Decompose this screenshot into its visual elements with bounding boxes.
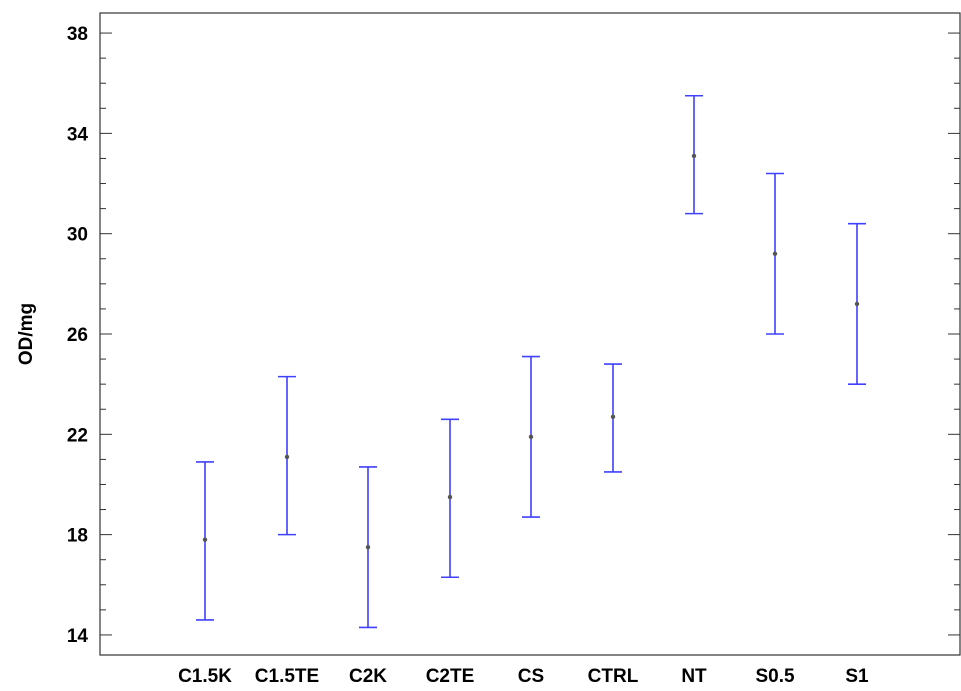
x-tick-label: S1 xyxy=(845,666,869,687)
x-tick-label: NT xyxy=(681,666,707,687)
x-axis: C1.5K C1.5TE C2K C2TE CS CTRL NT S0.5 S1 xyxy=(178,666,869,687)
x-tick-label: S0.5 xyxy=(755,666,795,687)
mean-point xyxy=(772,251,778,256)
x-tick-label: CTRL xyxy=(588,666,639,687)
error-bars xyxy=(196,94,866,629)
error-bar-s0-5 xyxy=(766,172,784,335)
mean-point xyxy=(610,414,616,419)
mean-point xyxy=(691,153,697,159)
x-tick-label: C1.5TE xyxy=(255,666,319,687)
y-axis-title: OD/mg xyxy=(16,303,37,365)
y-tick-label: 34 xyxy=(67,124,89,145)
x-tick-label: C1.5K xyxy=(178,666,232,687)
x-tick-label: C2K xyxy=(349,666,387,687)
mean-point xyxy=(854,301,860,307)
y-tick-label: 30 xyxy=(67,225,88,246)
error-bar-c1-5k xyxy=(196,461,214,621)
mean-point xyxy=(365,544,371,550)
mean-point xyxy=(528,434,534,440)
error-bar-ctrl xyxy=(604,363,622,473)
y-tick-label: 22 xyxy=(67,425,88,446)
y-tick-label: 18 xyxy=(67,526,88,547)
mean-point xyxy=(447,494,453,500)
y-tick-label: 26 xyxy=(67,325,88,346)
x-tick-label: C2TE xyxy=(426,666,475,687)
mean-point xyxy=(202,537,208,542)
error-bar-c2k xyxy=(359,466,377,629)
error-bar-s1 xyxy=(848,222,866,385)
error-bar-c1-5te xyxy=(278,375,296,536)
error-bar-c2te xyxy=(441,418,459,579)
y-tick-label: 38 xyxy=(67,24,88,45)
mean-point xyxy=(284,454,290,460)
y-tick-label: 14 xyxy=(67,626,89,647)
x-tick-label: CS xyxy=(518,666,544,687)
plot-frame xyxy=(99,12,961,656)
error-bar-nt xyxy=(685,94,703,215)
y-axis: 14 18 22 26 30 34 38 xyxy=(67,24,960,647)
error-bar-cs xyxy=(522,355,540,518)
